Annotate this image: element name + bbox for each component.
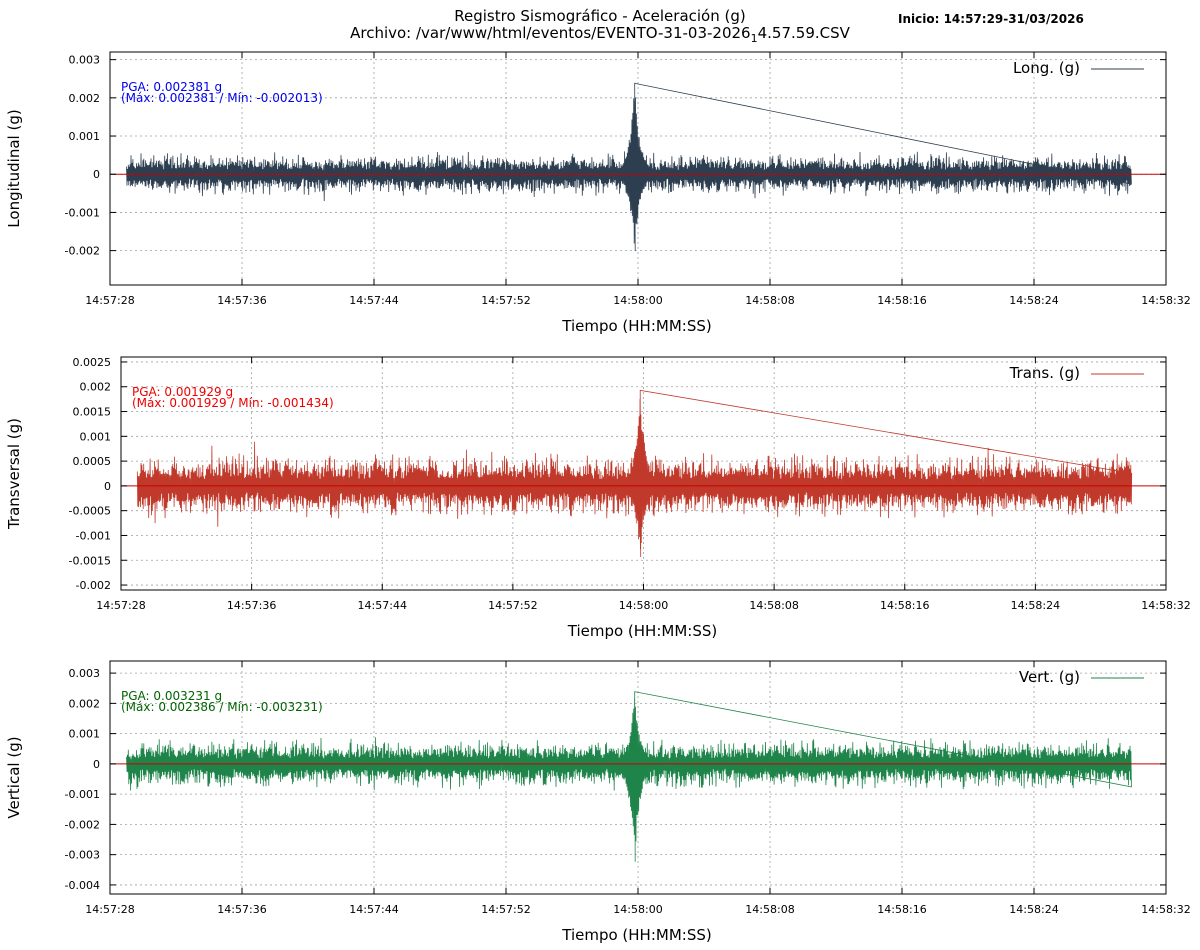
- x-axis-label: Tiempo (HH:MM:SS): [567, 622, 717, 640]
- x-tick-label: 14:58:32: [1141, 294, 1190, 307]
- x-tick-label: 14:57:28: [96, 599, 145, 612]
- series-trace: [136, 389, 1133, 558]
- filename-subscript: 1: [751, 32, 758, 45]
- filename-prefix: Archivo: /var/www/html/eventos/EVENTO-31…: [350, 24, 751, 42]
- start-info: Inicio: 14:57:29-31/03/2026: [898, 12, 1084, 26]
- x-tick-label: 14:57:36: [217, 903, 266, 916]
- figure-filename: Archivo: /var/www/html/eventos/EVENTO-31…: [350, 24, 851, 45]
- pga-annotation: PGA: 0.003231 g: [121, 689, 222, 703]
- y-tick-label: -0.001: [76, 529, 111, 542]
- y-tick-label: 0.0015: [73, 406, 112, 419]
- x-tick-label: 14:58:00: [613, 903, 662, 916]
- x-tick-label: 14:58:24: [1009, 294, 1058, 307]
- x-tick-label: 14:57:44: [349, 903, 398, 916]
- y-tick-label: 0.003: [69, 667, 101, 680]
- y-axis-label: Vertical (g): [5, 736, 23, 818]
- y-tick-label: -0.002: [76, 579, 111, 592]
- x-tick-label: 14:58:16: [877, 903, 926, 916]
- y-tick-label: 0: [104, 480, 111, 493]
- y-axis-label: Longitudinal (g): [5, 109, 23, 227]
- y-tick-label: 0.001: [69, 130, 101, 143]
- x-tick-label: 14:58:32: [1141, 903, 1190, 916]
- tick-marks: [109, 52, 1167, 285]
- x-tick-label: 14:57:36: [227, 599, 276, 612]
- y-tick-label: -0.004: [65, 879, 100, 892]
- x-tick-label: 14:57:44: [349, 294, 398, 307]
- x-tick-label: 14:58:08: [745, 903, 794, 916]
- x-tick-label: 14:57:28: [85, 903, 134, 916]
- y-tick-label: -0.002: [65, 245, 100, 258]
- y-tick-label: 0.002: [69, 92, 101, 105]
- x-tick-label: 14:57:36: [217, 294, 266, 307]
- tick-marks: [109, 661, 1167, 894]
- y-tick-label: 0.0005: [73, 455, 112, 468]
- legend-label: Vert. (g): [1019, 668, 1080, 686]
- y-tick-label: -0.002: [65, 818, 100, 831]
- y-tick-label: 0.001: [80, 430, 112, 443]
- y-tick-label: 0: [93, 168, 100, 181]
- y-axis-label: Transversal (g): [5, 418, 23, 530]
- x-tick-label: 14:58:16: [880, 599, 929, 612]
- maxmin-annotation: (Máx: 0.002381 / Mín: -0.002013): [121, 91, 323, 105]
- x-axis-label: Tiempo (HH:MM:SS): [561, 926, 711, 944]
- y-tick-label: 0.003: [69, 54, 101, 67]
- y-tick-label: -0.001: [65, 206, 100, 219]
- panels-group: 14:57:28 14:57:36 14:57:44 14:57:52 14:58:00…: [5, 51, 1191, 944]
- x-tick-label: 14:58:32: [1141, 599, 1190, 612]
- y-tick-label: 0.002: [69, 697, 101, 710]
- maxmin-annotation: (Máx: 0.001929 / Mín: -0.001434): [132, 396, 334, 410]
- series-trace: [126, 82, 1132, 252]
- x-tick-label: 14:57:44: [358, 599, 407, 612]
- x-tick-label: 14:58:08: [749, 599, 798, 612]
- y-tick-label: 0.001: [69, 728, 101, 741]
- x-tick-label: 14:58:08: [745, 294, 794, 307]
- y-tick-label: 0.002: [80, 381, 112, 394]
- pga-annotation: PGA: 0.001929 g: [132, 385, 233, 399]
- y-tick-label: -0.0015: [69, 554, 111, 567]
- tick-marks: [120, 357, 1167, 590]
- y-tick-label: -0.001: [65, 788, 100, 801]
- chart-panel-2: 14:57:28 14:57:36 14:57:44 14:57:52 14:58:00…: [5, 356, 1191, 640]
- legend-label: Long. (g): [1013, 59, 1080, 77]
- chart-panel-1: 14:57:28 14:57:36 14:57:44 14:57:52 14:58:00…: [5, 51, 1191, 335]
- series-trace: [126, 691, 1132, 862]
- chart-panel-3: 14:57:28 14:57:36 14:57:44 14:57:52 14:58:00…: [5, 660, 1191, 944]
- legend-label: Trans. (g): [1009, 364, 1080, 382]
- x-tick-label: 14:58:16: [877, 294, 926, 307]
- x-tick-label: 14:58:00: [613, 294, 662, 307]
- x-tick-label: 14:57:28: [85, 294, 134, 307]
- maxmin-annotation: (Máx: 0.002386 / Mín: -0.003231): [121, 700, 323, 714]
- y-tick-label: -0.003: [65, 849, 100, 862]
- pga-annotation: PGA: 0.002381 g: [121, 80, 222, 94]
- x-axis-label: Tiempo (HH:MM:SS): [561, 317, 711, 335]
- y-tick-label: -0.0005: [69, 505, 111, 518]
- x-tick-label: 14:57:52: [481, 294, 530, 307]
- filename-suffix: 4.57.59.CSV: [758, 24, 851, 42]
- x-tick-label: 14:58:24: [1011, 599, 1060, 612]
- y-tick-label: 0: [93, 758, 100, 771]
- x-tick-label: 14:58:24: [1009, 903, 1058, 916]
- figure-title: Registro Sismográfico - Aceleración (g): [454, 7, 745, 25]
- x-tick-label: 14:57:52: [481, 903, 530, 916]
- x-tick-label: 14:57:52: [488, 599, 537, 612]
- x-tick-label: 14:58:00: [619, 599, 668, 612]
- y-tick-label: 0.0025: [73, 356, 112, 369]
